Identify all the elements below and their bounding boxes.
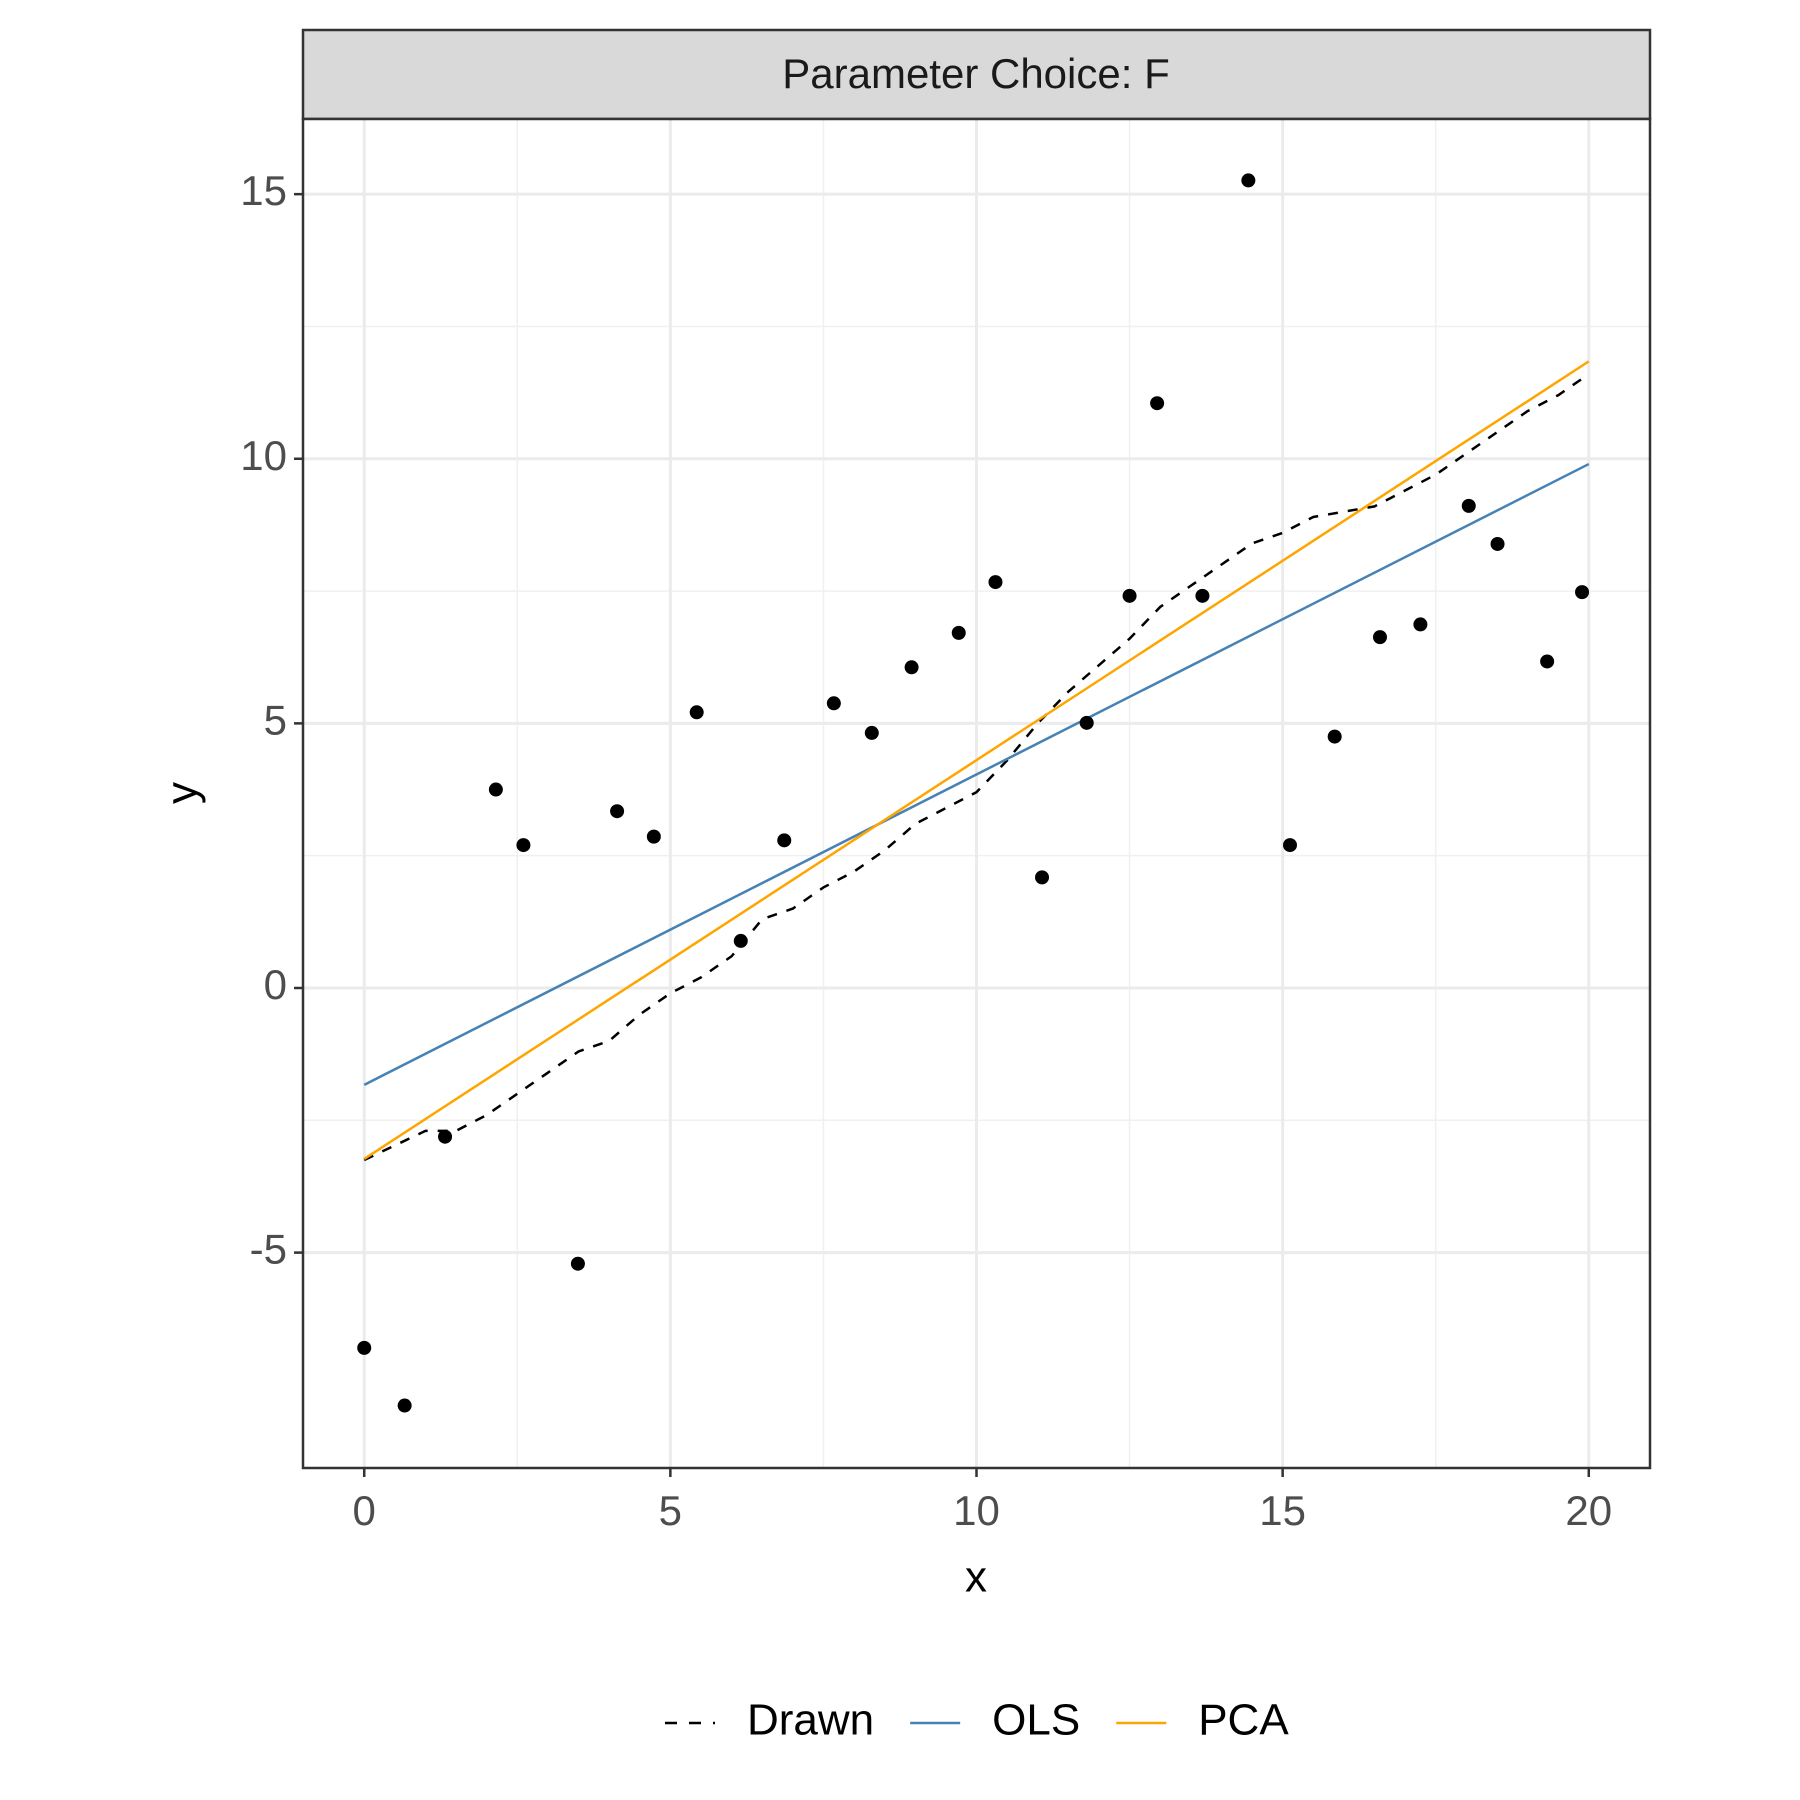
point [1575, 585, 1590, 600]
x-tick-label: 10 [953, 1487, 1000, 1534]
line [363, 462, 1590, 1086]
point [397, 1398, 412, 1413]
point [357, 1340, 372, 1355]
x-tick-label: 5 [659, 1487, 682, 1534]
x-tick-label: 20 [1565, 1487, 1612, 1534]
point [733, 933, 748, 948]
point [570, 1256, 585, 1271]
line [363, 373, 1590, 1162]
point [1195, 588, 1210, 603]
point [1327, 729, 1342, 744]
point [1035, 870, 1050, 885]
point [1413, 617, 1428, 632]
legend-label: OLS [992, 1696, 1080, 1745]
point [689, 705, 704, 720]
x-tick-label: 0 [353, 1487, 376, 1534]
y-tick-label: 5 [264, 696, 287, 743]
y-tick-label: 10 [240, 432, 287, 479]
point [1079, 715, 1094, 730]
point [438, 1129, 453, 1144]
point [610, 804, 625, 819]
x-axis-title: x [965, 1553, 987, 1602]
point [1490, 536, 1505, 551]
legend-label: PCA [1198, 1696, 1289, 1745]
panel-border [301, 117, 1652, 1470]
point [1461, 498, 1476, 513]
point [777, 833, 792, 848]
y-axis-title: y [158, 782, 207, 804]
point [826, 696, 841, 711]
point [516, 838, 531, 853]
point [646, 829, 661, 844]
strip-title: Parameter Choice: F [782, 50, 1169, 97]
y-tick-label: 0 [264, 961, 287, 1008]
point [1282, 838, 1297, 853]
point [951, 625, 966, 640]
y-tick-label: 15 [240, 167, 287, 214]
x-tick-label: 15 [1259, 1487, 1306, 1534]
point [1540, 654, 1555, 669]
point [988, 575, 1003, 590]
y-tick-label: -5 [250, 1226, 287, 1273]
strip [301, 28, 1652, 121]
point [904, 660, 919, 675]
point [1241, 173, 1256, 188]
line [363, 360, 1590, 1160]
legend-label: Drawn [747, 1696, 874, 1745]
point [1372, 630, 1387, 645]
point [1150, 396, 1165, 411]
point [488, 782, 503, 797]
point [1122, 588, 1137, 603]
point [864, 725, 879, 740]
